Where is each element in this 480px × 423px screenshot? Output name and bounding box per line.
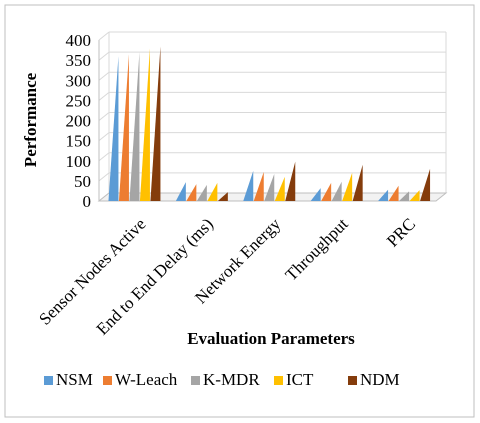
y-tick-label: 300	[66, 71, 92, 90]
legend-label: ICT	[286, 370, 314, 389]
legend-item: NSM	[44, 370, 93, 389]
bar-face	[118, 54, 129, 201]
y-tick-label: 250	[66, 91, 92, 110]
gridline-depth	[98, 152, 110, 162]
y-tick-label: 200	[66, 112, 92, 131]
bar-face	[342, 172, 353, 201]
bar-face	[331, 181, 342, 201]
chart-border	[4, 4, 475, 418]
bar-face	[243, 170, 254, 201]
y-tick-label: 50	[74, 172, 91, 191]
bar-face	[420, 168, 431, 201]
bar	[409, 190, 420, 201]
gridline-depth	[98, 31, 110, 41]
bar-face	[409, 190, 420, 201]
legend-label: W-Leach	[115, 370, 178, 389]
bar	[243, 170, 254, 201]
legend: NSM W-Leach K-MDR ICT NDM	[44, 370, 400, 389]
legend-swatch	[274, 376, 283, 385]
bar-face	[129, 52, 140, 201]
y-tick-label: 350	[66, 51, 92, 70]
bar	[253, 172, 264, 201]
bar	[310, 188, 321, 201]
bar-face	[108, 56, 119, 201]
x-axis-title: Evaluation Parameters	[187, 329, 355, 348]
bar	[186, 184, 197, 201]
bar-face	[207, 182, 218, 201]
bar	[175, 182, 186, 201]
bar	[378, 189, 389, 201]
legend-label: K-MDR	[203, 370, 260, 389]
bar-face	[388, 185, 399, 201]
bar	[274, 176, 285, 201]
bar	[129, 52, 140, 201]
gridline-depth	[98, 91, 110, 101]
gridline-depth	[98, 71, 110, 81]
gridline-depth	[98, 112, 110, 121]
legend-swatch	[44, 376, 53, 385]
y-tick-label: 400	[66, 31, 92, 50]
bar-face	[378, 189, 389, 201]
bar	[342, 172, 353, 201]
bars	[108, 46, 431, 202]
legend-item: K-MDR	[191, 370, 260, 389]
bar-face	[310, 188, 321, 201]
bar-face	[285, 161, 296, 201]
bar	[399, 191, 410, 201]
legend-swatch	[191, 376, 200, 385]
legend-label: NSM	[56, 370, 93, 389]
y-axis-title: Performance	[21, 72, 40, 167]
bar-face	[186, 184, 197, 201]
bar	[139, 48, 150, 202]
bar	[196, 184, 207, 201]
bar-face	[352, 164, 363, 201]
bar	[217, 192, 228, 201]
bar-face	[274, 176, 285, 201]
bar-face	[196, 184, 207, 201]
legend-item: ICT	[274, 370, 314, 389]
gridline-depth	[98, 132, 110, 142]
bar	[264, 174, 275, 201]
legend-swatch	[103, 376, 112, 385]
bar	[388, 185, 399, 201]
y-tick-label: 0	[83, 192, 92, 211]
bar-face	[139, 48, 150, 202]
legend-swatch	[348, 376, 357, 385]
bar-face	[399, 191, 410, 201]
y-tick-label: 100	[66, 152, 92, 171]
bar-face	[150, 46, 161, 201]
bar	[321, 182, 332, 201]
bar-face	[321, 182, 332, 201]
bar-face	[253, 172, 264, 201]
bar-face	[217, 192, 228, 201]
y-tick-label: 150	[66, 132, 92, 151]
bar	[285, 161, 296, 201]
bar	[207, 182, 218, 201]
bar	[331, 181, 342, 201]
gridline-depth	[98, 172, 110, 182]
legend-item: NDM	[348, 370, 400, 389]
legend-label: NDM	[360, 370, 400, 389]
bar	[352, 164, 363, 201]
legend-item: W-Leach	[103, 370, 178, 389]
bar-face	[264, 174, 275, 201]
bar	[420, 168, 431, 201]
bar	[108, 56, 119, 201]
bar	[118, 54, 129, 201]
gridline-depth	[98, 51, 110, 61]
bar-face	[175, 182, 186, 201]
bar	[150, 46, 161, 201]
